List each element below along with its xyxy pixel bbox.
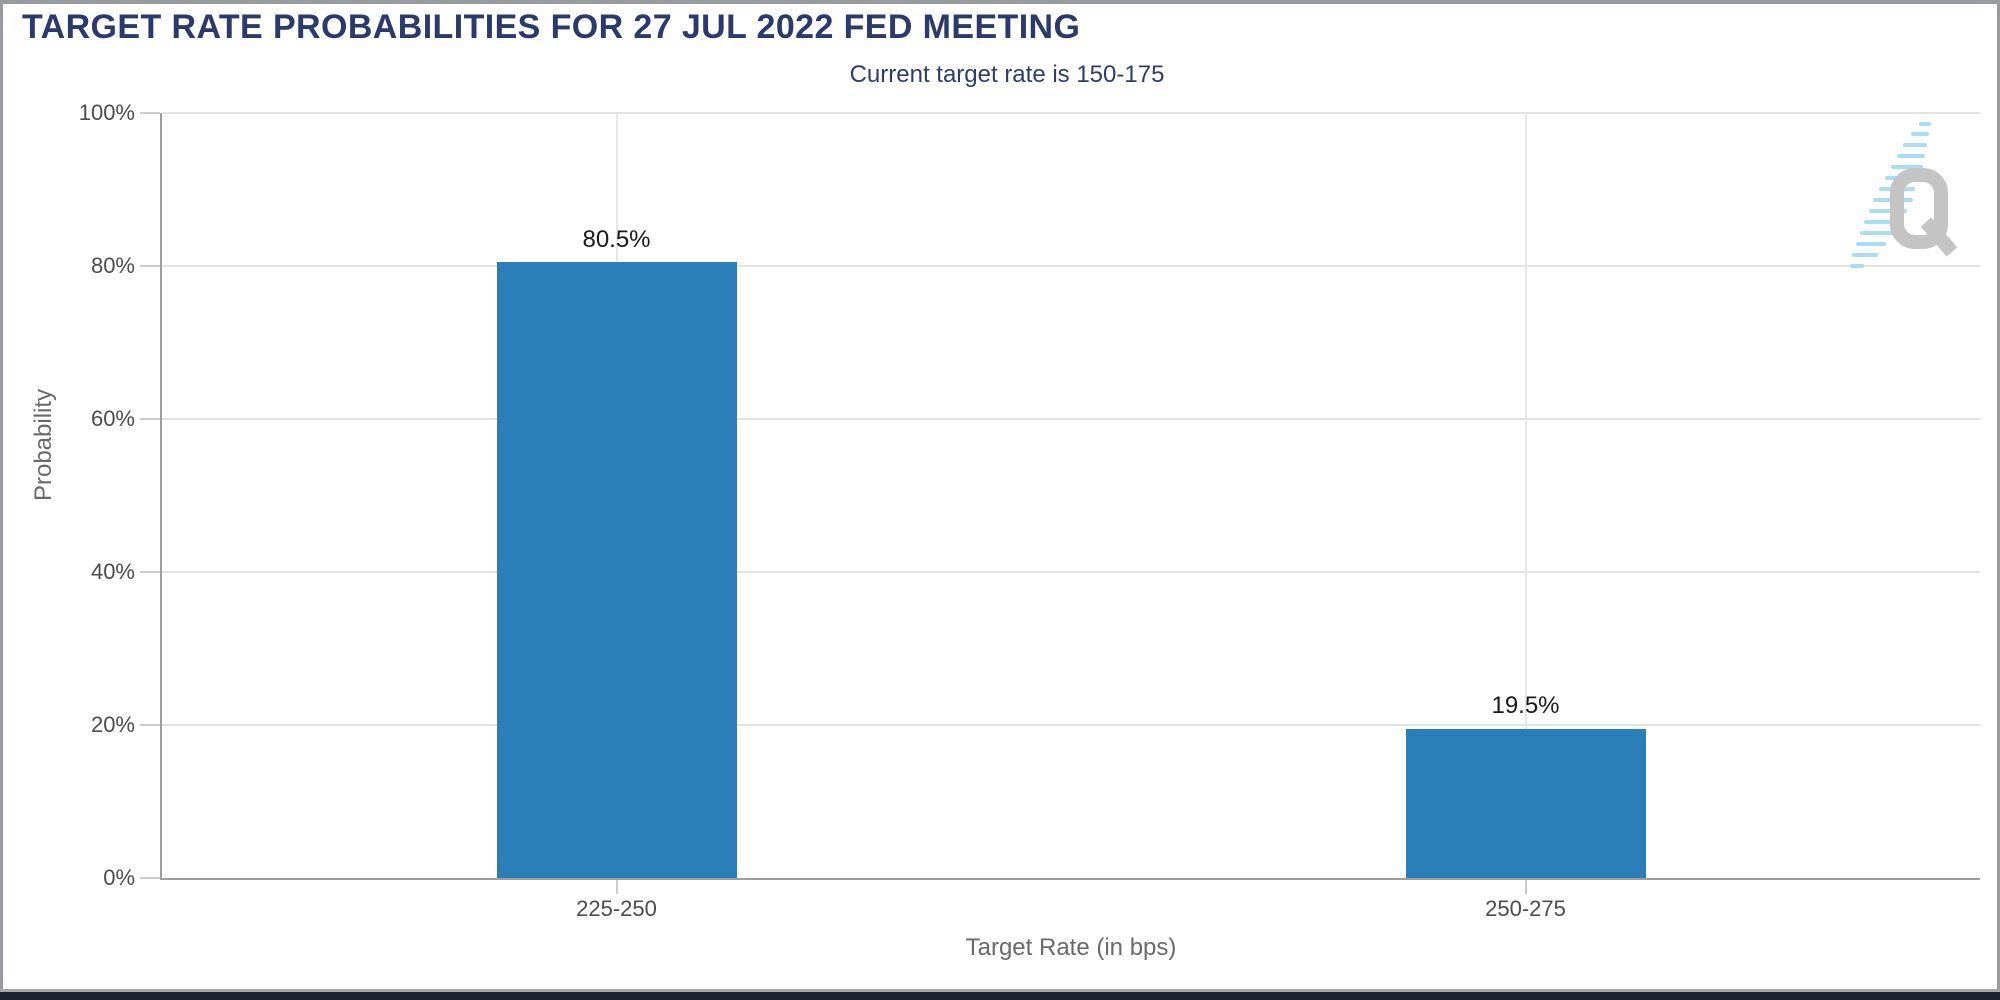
y-tick-0 bbox=[140, 877, 160, 879]
x-tick-label-225-250: 225-250 bbox=[576, 896, 657, 921]
y-tick-80 bbox=[140, 265, 160, 267]
gridline-100 bbox=[162, 112, 1980, 114]
chart-subtitle: Current target rate is 150-175 bbox=[849, 61, 1165, 88]
x-tick-250-275 bbox=[1524, 880, 1527, 894]
bar-250-275 bbox=[1405, 728, 1646, 878]
x-tick-label-250-275: 250-275 bbox=[1485, 896, 1566, 921]
y-tick-label-20: 20% bbox=[90, 712, 135, 737]
y-tick-20 bbox=[140, 724, 160, 726]
bar-value-label-225-250: 80.5% bbox=[582, 225, 651, 253]
y-tick-60 bbox=[140, 418, 160, 420]
window-border-bottom bbox=[0, 989, 2000, 992]
gridline-20 bbox=[162, 724, 1980, 726]
y-axis-title: Probability bbox=[30, 388, 57, 502]
chart-title: TARGET RATE PROBABILITIES FOR 27 JUL 202… bbox=[22, 8, 1081, 46]
y-tick-100 bbox=[140, 112, 160, 114]
y-tick-label-100: 100% bbox=[78, 100, 135, 125]
window-border-top bbox=[0, 0, 2000, 4]
y-tick-label-0: 0% bbox=[103, 865, 135, 890]
bar-value-label-250-275: 19.5% bbox=[1491, 692, 1560, 720]
y-tick-40 bbox=[140, 571, 160, 573]
gridline-40 bbox=[162, 571, 1980, 573]
y-tick-label-80: 80% bbox=[90, 253, 135, 278]
quandl-logo bbox=[1850, 122, 1958, 268]
gridline-vertical-250-275 bbox=[1524, 113, 1527, 878]
logo-q-letter bbox=[1890, 168, 1958, 257]
window-border-right bbox=[1997, 0, 2000, 1000]
window-border-left bbox=[0, 0, 3, 1000]
y-tick-label-40: 40% bbox=[90, 559, 135, 584]
gridline-60 bbox=[162, 418, 1980, 420]
plot-area: 0% 20% 40% 60% 80% 100% 80.5% 225-250 19.5% 250-2… bbox=[79, 102, 1980, 921]
gridline-80 bbox=[162, 265, 1980, 267]
y-tick-label-60: 60% bbox=[90, 406, 135, 431]
footer-bar bbox=[0, 992, 2000, 1000]
x-tick-225-250 bbox=[615, 880, 618, 894]
bar-225-250 bbox=[496, 262, 737, 878]
x-axis-title: Target Rate (in bps) bbox=[965, 934, 1177, 961]
